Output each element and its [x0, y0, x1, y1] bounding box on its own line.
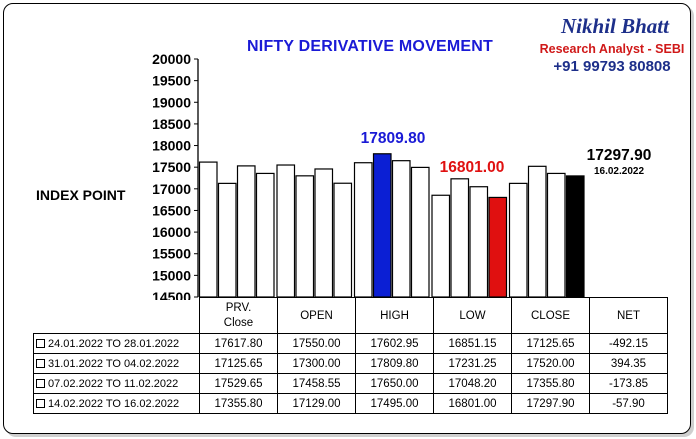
table-cell: -57.90 — [589, 393, 668, 414]
bar — [431, 194, 451, 298]
y-tick-label: 19500 — [152, 73, 191, 89]
header-close: CLOSE — [511, 297, 590, 334]
legend-swatch-icon — [36, 378, 45, 388]
table-row: 14.02.2022 TO 16.02.2022 17355.80 17129.… — [33, 393, 668, 414]
high-value-label: 17809.80 — [361, 130, 426, 147]
bar — [508, 182, 528, 298]
table-cell: 394.35 — [589, 353, 668, 374]
y-axis-label: INDEX POINT — [36, 187, 126, 203]
bar — [410, 166, 430, 298]
bar — [333, 182, 353, 298]
bar — [527, 165, 547, 298]
table-header-row: PRV. Close OPEN HIGH LOW CLOSE NET — [33, 297, 668, 334]
y-tick-label: 17000 — [152, 181, 191, 197]
row-label: 14.02.2022 TO 16.02.2022 — [33, 393, 200, 414]
bar — [217, 182, 237, 298]
table-row: 24.01.2022 TO 28.01.2022 17617.80 17550.… — [33, 333, 668, 354]
header-high: HIGH — [355, 297, 434, 334]
legend-swatch-icon — [36, 338, 45, 348]
legend-swatch-icon — [36, 398, 45, 408]
chart-title: NIFTY DERIVATIVE MOVEMENT — [247, 38, 493, 55]
table-cell: 17650.00 — [355, 373, 434, 394]
table-cell: 17520.00 — [511, 353, 590, 374]
y-tick-label: 16000 — [152, 224, 191, 240]
row-label: 07.02.2022 TO 11.02.2022 — [33, 373, 200, 394]
bar — [255, 172, 275, 298]
bar — [295, 175, 315, 298]
y-tick-label: 17500 — [152, 159, 191, 175]
table-cell: 17125.65 — [199, 353, 278, 374]
row-label: 24.01.2022 TO 28.01.2022 — [33, 333, 200, 354]
chart-frame — [3, 3, 691, 434]
header-low: LOW — [433, 297, 512, 334]
bar — [276, 164, 296, 298]
header-prv-close: PRV. Close — [199, 297, 278, 334]
table-cell: 17458.55 — [277, 373, 356, 394]
y-tick-label: 20000 — [152, 51, 191, 67]
table-cell: 17809.80 — [355, 353, 434, 374]
close-value-label: 17297.90 — [587, 147, 652, 164]
brand-phone: +91 99793 80808 — [553, 58, 671, 75]
header-close-word: Close — [223, 316, 254, 329]
table-cell: 17125.65 — [511, 333, 590, 354]
table-corner — [33, 297, 200, 334]
table-cell: 17231.25 — [433, 353, 512, 374]
close-date-label: 16.02.2022 — [594, 166, 644, 177]
bar — [198, 161, 218, 298]
header-net: NET — [589, 297, 668, 334]
table-cell: -492.15 — [589, 333, 668, 354]
bar — [565, 175, 585, 298]
brand-name: Nikhil Bhatt — [561, 14, 669, 38]
y-tick-label: 15500 — [152, 246, 191, 262]
y-tick-label: 16500 — [152, 202, 191, 218]
bar — [488, 196, 508, 298]
table-cell: 17495.00 — [355, 393, 434, 414]
table-cell: -173.85 — [589, 373, 668, 394]
bar — [469, 186, 489, 298]
brand-role: Research Analyst - SEBI — [539, 42, 685, 56]
bar — [372, 153, 392, 298]
legend-swatch-icon — [36, 358, 45, 368]
table-cell: 17529.65 — [199, 373, 278, 394]
row-label: 31.01.2022 TO 04.02.2022 — [33, 353, 200, 374]
table-cell: 17129.00 — [277, 393, 356, 414]
table-cell: 17297.90 — [511, 393, 590, 414]
y-tick-label: 14500 — [152, 289, 191, 300]
table-cell: 17617.80 — [199, 333, 278, 354]
table-cell: 17355.80 — [199, 393, 278, 414]
header-prv: PRV. — [225, 301, 252, 314]
table-cell: 16801.00 — [433, 393, 512, 414]
low-value-label: 16801.00 — [440, 159, 505, 176]
bar — [236, 165, 256, 298]
table-row: 07.02.2022 TO 11.02.2022 17529.65 17458.… — [33, 373, 668, 394]
y-tick-label: 18500 — [152, 116, 191, 132]
table-cell: 17355.80 — [511, 373, 590, 394]
table-cell: 17550.00 — [277, 333, 356, 354]
y-tick-label: 18000 — [152, 138, 191, 154]
table-cell: 17048.20 — [433, 373, 512, 394]
bar — [314, 168, 334, 298]
y-tick-label: 19000 — [152, 94, 191, 110]
table-cell: 16851.15 — [433, 333, 512, 354]
bar — [391, 160, 411, 298]
bar — [353, 162, 373, 298]
bar — [546, 172, 566, 298]
table-cell: 17602.95 — [355, 333, 434, 354]
bar — [450, 178, 470, 298]
header-open: OPEN — [277, 297, 356, 334]
bar-chart: 14500 15000 15500 16000 16500 17000 17500 18000… — [152, 51, 652, 300]
table-row: 31.01.2022 TO 04.02.2022 17125.65 17300.… — [33, 353, 668, 374]
y-tick-label: 15000 — [152, 267, 191, 283]
data-table: PRV. Close OPEN HIGH LOW CLOSE NET 24.01.… — [33, 297, 668, 414]
table-cell: 17300.00 — [277, 353, 356, 374]
